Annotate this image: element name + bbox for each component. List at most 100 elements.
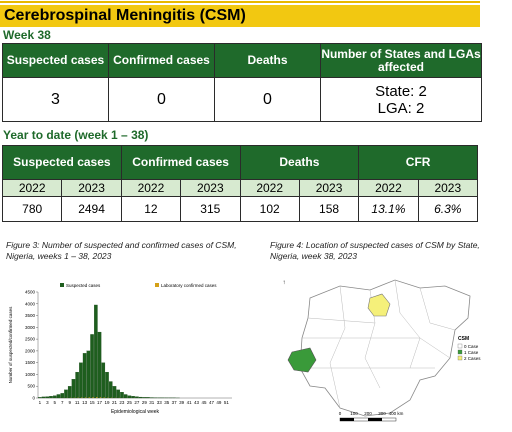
x-tick-label: 25 [127, 400, 133, 405]
year-cell: 2022 [1, 179, 63, 197]
figure-caption: Figure 3: Number of suspected and confir… [6, 240, 237, 261]
x-tick-label: 11 [75, 400, 80, 405]
bar [92, 397, 94, 398]
x-tick-label: 17 [97, 400, 103, 405]
x-tick-label: 23 [119, 400, 125, 405]
bar [56, 394, 61, 399]
bar [112, 386, 117, 399]
x-tick-label: 7 [61, 400, 64, 405]
x-tick-label: 5 [54, 400, 57, 405]
legend-swatch [457, 349, 463, 355]
section-title: Year to date (week 1 – 38) [3, 128, 149, 142]
header-cell: Suspected cases [2, 145, 122, 180]
bar [86, 350, 91, 399]
x-tick-label: 49 [216, 400, 222, 405]
bar [71, 379, 76, 399]
x-tick-label: 43 [194, 400, 200, 405]
x-tick-label: 37 [172, 400, 178, 405]
legend-title: CSM [458, 336, 469, 342]
bar [94, 304, 98, 399]
x-tick-label: 35 [164, 400, 170, 405]
x-tick-label: 41 [187, 400, 193, 405]
x-tick-label: 29 [142, 400, 148, 405]
title: Cerebrospinal Meningitis (CSM) [0, 5, 480, 27]
x-tick-label: 39 [179, 400, 185, 405]
lga-count: LGA: 2 [377, 99, 425, 117]
x-tick-label: 45 [202, 400, 208, 405]
data-cell: State: 2 LGA: 2 [320, 77, 482, 122]
bar [120, 392, 124, 399]
year-cell: 2023 [298, 179, 360, 197]
compass: ↑ [283, 280, 286, 286]
scale-bar [368, 418, 382, 421]
bar [138, 396, 143, 399]
bar [96, 397, 98, 398]
bar [79, 362, 83, 399]
bar [75, 371, 79, 399]
bar [146, 397, 150, 399]
header-cell: CFR [358, 145, 478, 180]
header-row: Suspected cases Confirmed cases Deaths Numb… [2, 43, 482, 78]
bar [116, 389, 120, 399]
bar [131, 396, 135, 399]
bar [123, 394, 128, 399]
data-cell: 158 [298, 196, 360, 222]
data-cell: 102 [239, 196, 300, 222]
bar [142, 397, 147, 399]
bar [53, 395, 57, 399]
bar [38, 397, 42, 399]
data-row: 780 2494 12 315 102 158 13.1% 6.3% [1, 196, 479, 222]
scale-label: 400 km [389, 411, 404, 416]
legend-label: Laboratory confirmed cases [161, 283, 217, 288]
y-tick-label: 4500 [25, 290, 36, 295]
header-cell: Suspected cases [2, 43, 109, 78]
data-cell: 2494 [61, 196, 122, 222]
x-tick-label: 31 [149, 400, 155, 405]
legend-swatch [457, 355, 463, 361]
year-cell: 2023 [180, 179, 241, 197]
header-cell: Confirmed cases [108, 43, 215, 78]
x-tick-label: 9 [68, 400, 71, 405]
data-cell: 780 [1, 196, 63, 222]
data-cell: 3 [2, 77, 109, 122]
x-tick-label: 21 [112, 400, 118, 405]
state-highlight [287, 347, 317, 373]
data-cell: 6.3% [417, 196, 479, 222]
bar [97, 331, 102, 399]
year-cell: 2023 [417, 179, 479, 197]
state-highlight [367, 293, 391, 317]
bar [45, 396, 50, 399]
x-tick-label: 13 [82, 400, 88, 405]
year-row: 2022 2023 2022 2023 2022 2023 2022 2023 [1, 179, 479, 197]
y-axis-label: Number of suspected/confirmed cases [8, 306, 13, 384]
x-axis-label: Epidemiological week [111, 409, 160, 415]
y-tick-label: 2500 [25, 337, 36, 342]
bar [101, 362, 106, 399]
legend-label: Suspected cases [66, 283, 101, 288]
state-count: State: 2 [375, 82, 427, 100]
scale-label: 200 [364, 411, 372, 416]
header-row: Suspected cases Confirmed cases Deaths CFR [2, 145, 478, 180]
legend-label: 0 Case [464, 344, 479, 349]
figure-caption: Figure 4: Location of suspected cases of… [270, 240, 480, 261]
legend-swatch [457, 343, 463, 349]
bar [135, 396, 139, 399]
bar [108, 381, 113, 399]
legend-swatch [155, 283, 159, 287]
bar [84, 397, 87, 398]
year-cell: 2023 [61, 179, 122, 197]
x-tick-label: 19 [105, 400, 111, 405]
header-cell: Deaths [239, 145, 360, 180]
y-tick-label: 1500 [25, 360, 36, 365]
scale-label: 0 [339, 411, 342, 416]
data-row: 3 0 0 State: 2 LGA: 2 [2, 77, 482, 122]
y-tick-label: 4000 [25, 301, 36, 306]
legend-swatch [60, 283, 64, 287]
bar [88, 397, 91, 398]
year-cell: 2022 [239, 179, 300, 197]
year-cell: 2022 [120, 179, 182, 197]
y-tick-label: 3000 [25, 325, 36, 330]
y-tick-label: 2000 [25, 348, 36, 353]
